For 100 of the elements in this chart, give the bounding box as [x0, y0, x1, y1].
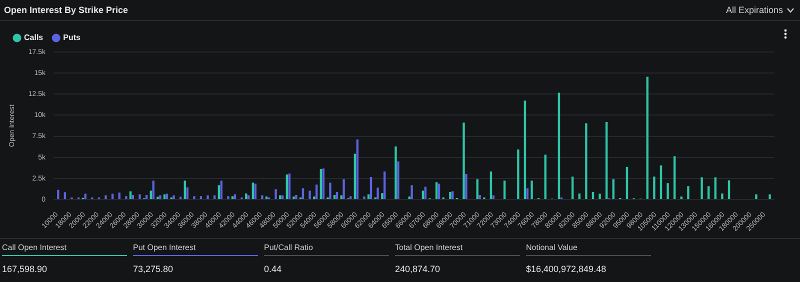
- bar: [349, 196, 352, 200]
- bar: [254, 184, 256, 200]
- text: Notional Value: [526, 243, 651, 256]
- bar: [605, 122, 608, 200]
- bar: [728, 180, 730, 200]
- bar: [320, 169, 322, 200]
- bar: [200, 196, 202, 200]
- bar: [653, 176, 656, 200]
- bar: [660, 165, 662, 200]
- bar: [376, 188, 379, 200]
- bar: [410, 185, 413, 200]
- bar: [626, 166, 628, 200]
- bar: [218, 185, 220, 200]
- bar: [356, 139, 358, 200]
- bar: [111, 194, 114, 200]
- bar: [252, 182, 254, 200]
- bar: [370, 176, 372, 200]
- bar: [381, 193, 384, 200]
- bar: [354, 154, 356, 200]
- text: 167,598.90: [2, 264, 48, 274]
- bar: [438, 184, 440, 200]
- text: Total Open Interest: [395, 243, 520, 256]
- bar: [308, 190, 311, 200]
- bar: [465, 174, 468, 200]
- chart-title: Open Interest By Strike Price: [4, 5, 128, 15]
- bar: [490, 171, 492, 200]
- bar: [156, 196, 159, 200]
- bar: [150, 190, 152, 200]
- bar: [206, 195, 209, 200]
- bar: [578, 193, 580, 200]
- bar: [336, 192, 338, 200]
- bar: [397, 161, 400, 200]
- text: Put Open Interest: [133, 243, 258, 256]
- bar: [302, 188, 304, 200]
- bar: [462, 122, 465, 200]
- bar: [125, 196, 128, 200]
- legend-label: Puts: [63, 33, 82, 42]
- bar: [478, 194, 481, 200]
- bar: [571, 176, 574, 200]
- bar: [172, 195, 175, 200]
- bar: [384, 171, 386, 200]
- bar: [646, 76, 648, 200]
- bar: [526, 188, 529, 200]
- bar: [138, 194, 141, 200]
- bar: [530, 180, 533, 200]
- bar: [340, 195, 342, 200]
- bar: [159, 195, 162, 200]
- bar: [166, 194, 168, 200]
- bar: [118, 192, 120, 200]
- bar: [687, 186, 690, 200]
- bar: [152, 180, 154, 200]
- bar: [503, 180, 506, 200]
- bar: [261, 195, 264, 200]
- bar: [265, 196, 268, 200]
- text: Call Open Interest: [2, 243, 127, 256]
- bar: [184, 180, 186, 200]
- bar: [227, 196, 230, 200]
- bar: [424, 186, 427, 200]
- bar: [322, 168, 324, 200]
- bar: [598, 194, 601, 200]
- text: Put/Call Ratio: [264, 243, 389, 256]
- text: $16,400,972,849.48: [526, 264, 608, 274]
- bar: [274, 189, 277, 200]
- bar: [231, 196, 234, 200]
- bar: [666, 183, 669, 200]
- bar: [558, 92, 560, 200]
- bar: [524, 100, 526, 200]
- bar: [329, 182, 332, 200]
- bar: [680, 196, 683, 200]
- bar: [292, 196, 295, 200]
- text: All Expirations: [726, 5, 783, 15]
- bar: [313, 196, 316, 200]
- bar: [592, 192, 594, 200]
- bar: [517, 149, 520, 200]
- bar: [220, 180, 222, 200]
- bar: [408, 196, 410, 200]
- bar: [755, 194, 758, 200]
- text: 0.44: [264, 264, 283, 274]
- bar: [544, 154, 546, 200]
- bar: [104, 195, 107, 200]
- bar: [315, 184, 318, 200]
- bar: [64, 192, 66, 200]
- bar: [422, 190, 424, 200]
- bar: [435, 182, 438, 200]
- bar: [721, 193, 724, 200]
- bar: [768, 194, 771, 200]
- bar: [449, 192, 452, 200]
- text: 240,874.70: [395, 264, 442, 274]
- bar: [286, 174, 288, 200]
- bar: [363, 196, 366, 200]
- bar: [700, 177, 703, 200]
- text: 73,275.80: [133, 264, 174, 274]
- bar: [714, 177, 717, 200]
- bar: [342, 179, 345, 200]
- bar: [585, 123, 588, 200]
- bar: [57, 190, 60, 200]
- bar: [193, 196, 196, 200]
- bar: [288, 174, 290, 200]
- bar: [708, 186, 710, 200]
- legend-label: Calls: [24, 33, 44, 42]
